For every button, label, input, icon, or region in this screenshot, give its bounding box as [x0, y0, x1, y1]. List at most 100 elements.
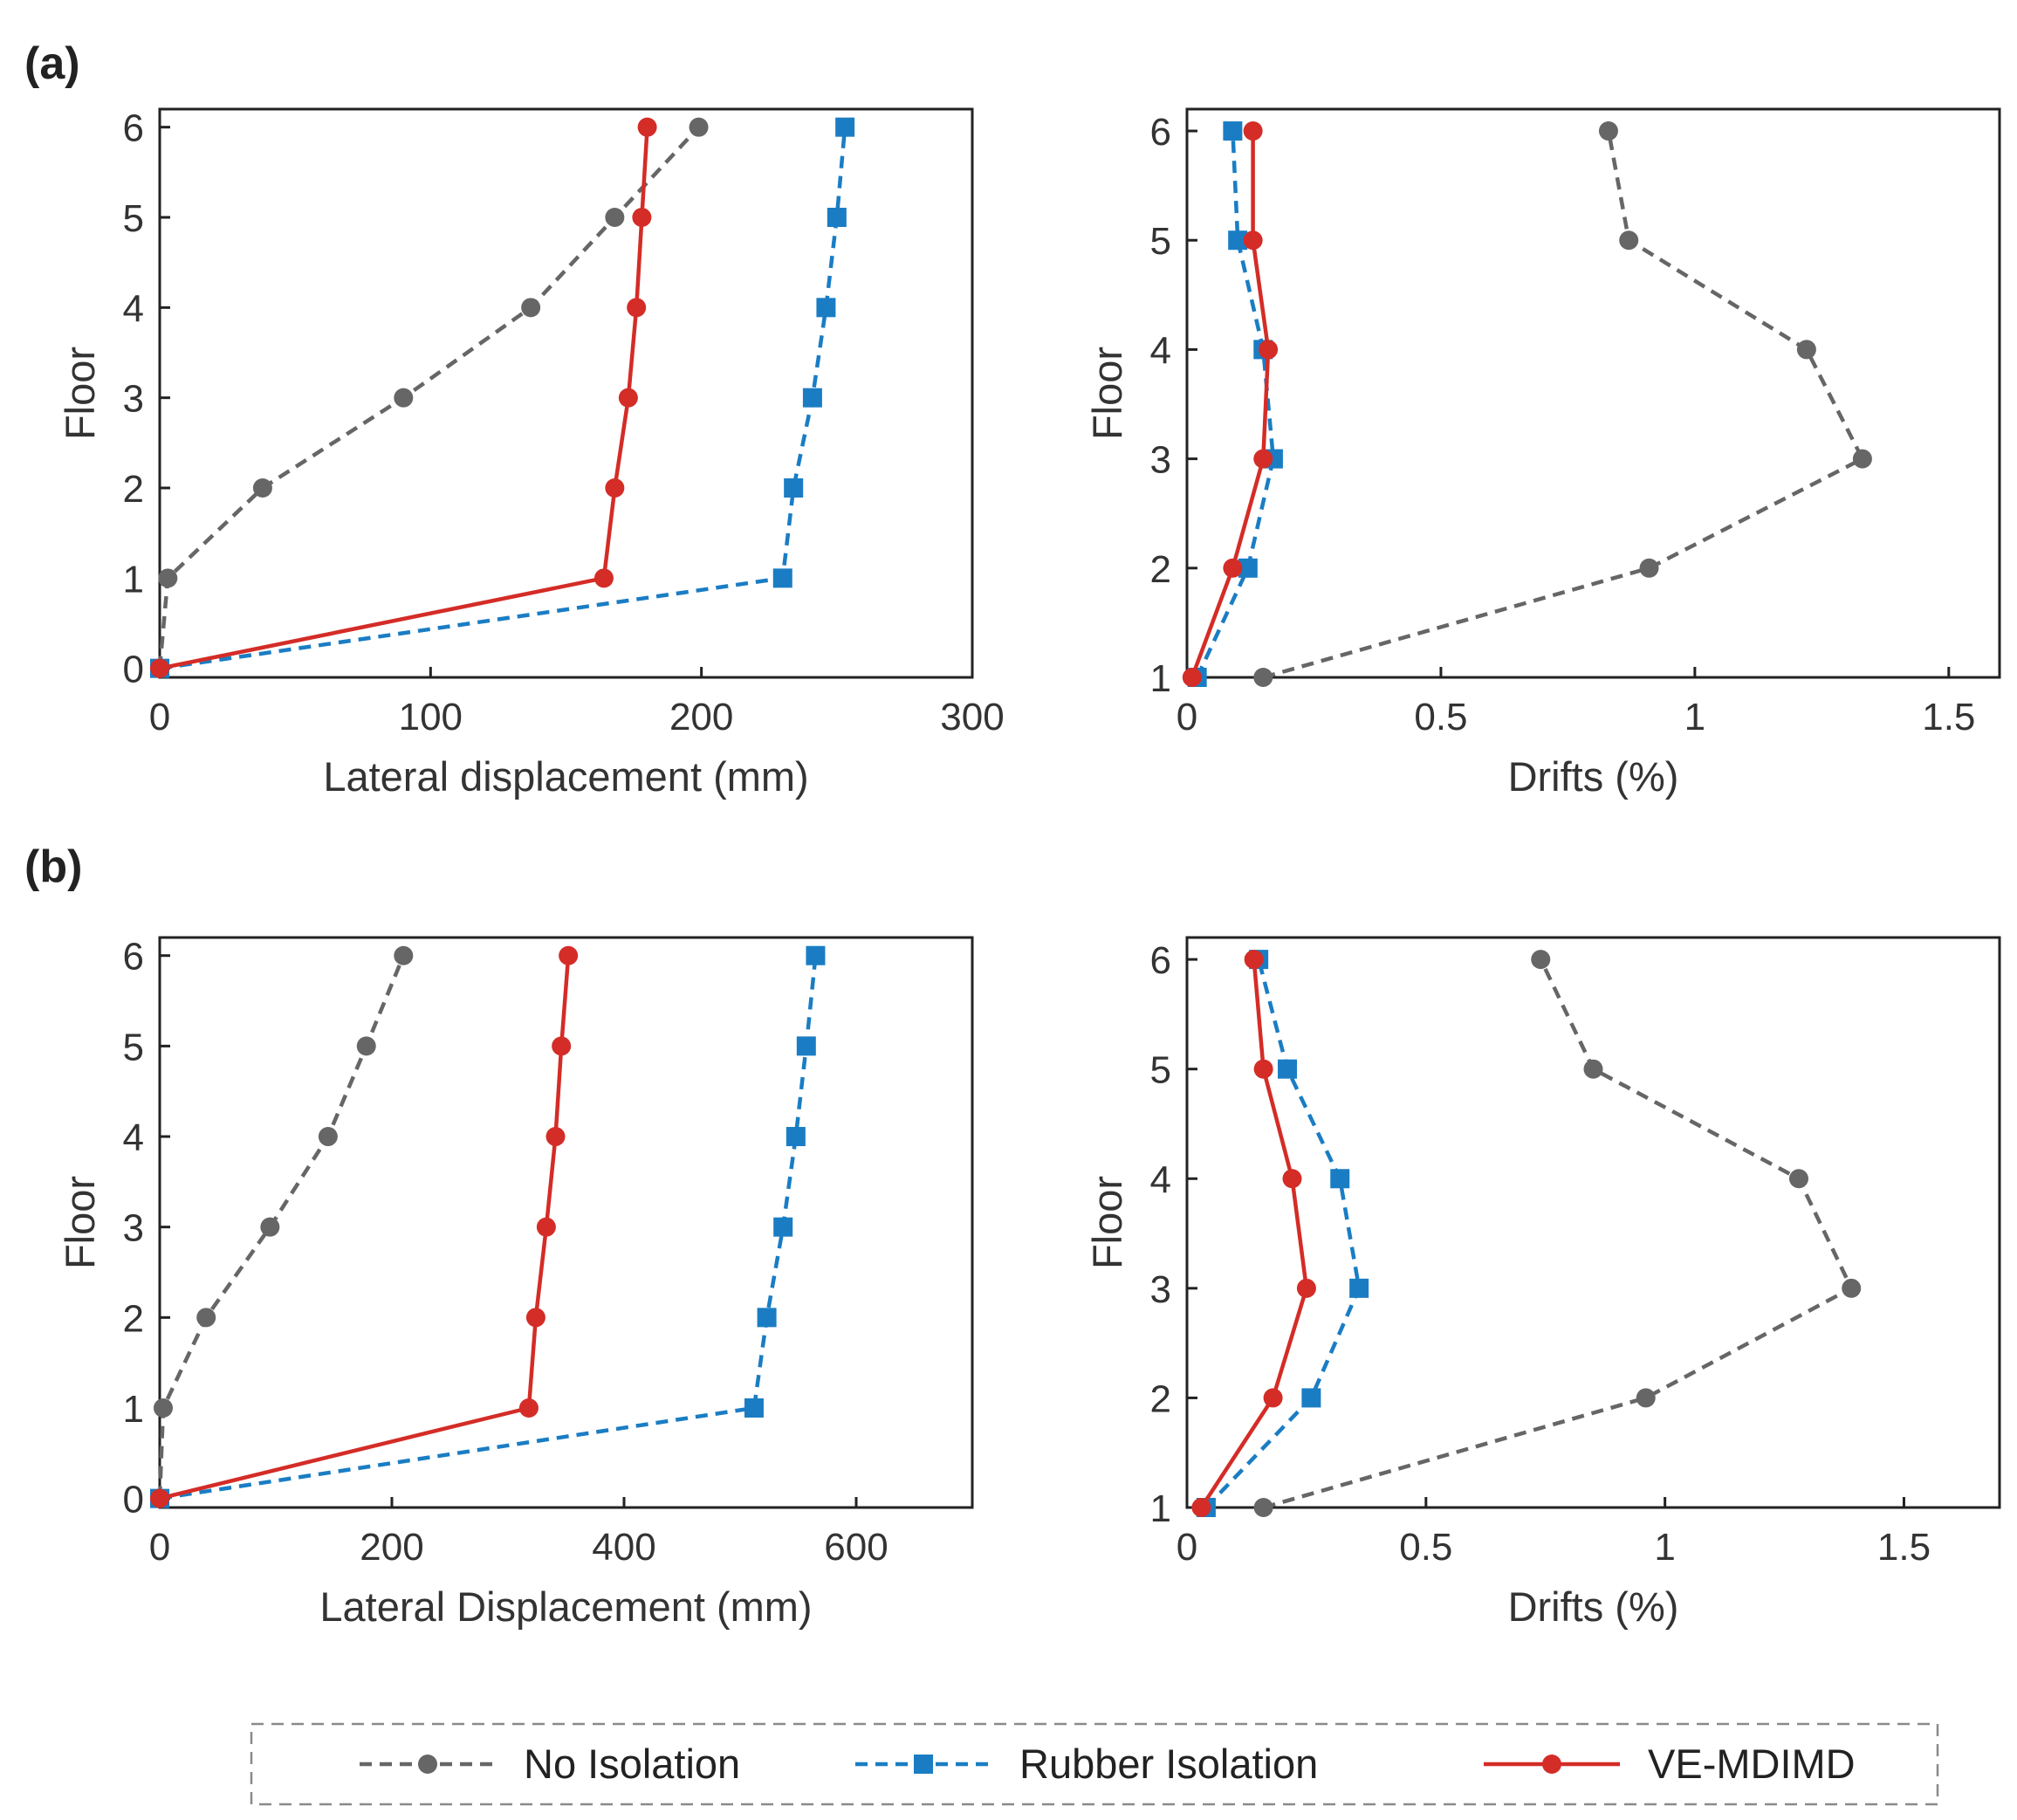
series-no-isolation-marker — [394, 945, 414, 965]
series-ve-mdimd-marker — [627, 298, 647, 318]
series-rubber-isolation-marker — [835, 117, 855, 137]
y-axis-label: Floor — [57, 1176, 103, 1269]
y-tick-label: 4 — [1150, 1158, 1171, 1201]
series-ve-mdimd-marker — [150, 658, 169, 678]
series-ve-mdimd-marker — [552, 1036, 572, 1056]
series-no-isolation — [1253, 950, 1862, 1517]
series-rubber-isolation-marker — [1223, 121, 1243, 141]
legend: No Isolation Rubber Isolation VE-MDIMD — [250, 1722, 1939, 1806]
series-ve-mdimd-marker — [1253, 449, 1273, 469]
x-axis-label: Drifts (%) — [1508, 1583, 1679, 1630]
legend-frame — [250, 1722, 1939, 1806]
series-ve-mdimd-marker — [1282, 1169, 1302, 1189]
series-rubber-isolation — [150, 945, 826, 1508]
series-ve-mdimd-marker — [150, 1488, 169, 1508]
plot-frame — [158, 936, 974, 1509]
legend-rubber-isolation-marker — [914, 1755, 933, 1774]
series-ve-mdimd-line — [1199, 958, 1309, 1509]
series-no-isolation-marker — [394, 388, 414, 408]
series-no-isolation-marker — [521, 298, 541, 318]
series-no-isolation-marker — [1253, 1498, 1273, 1517]
y-tick-label: 6 — [123, 107, 144, 150]
legend-no-isolation: No Isolation — [360, 1741, 740, 1787]
x-tick-label: 1.5 — [1877, 1526, 1931, 1569]
series-no-isolation-marker — [1253, 668, 1273, 687]
y-axis-label: Floor — [57, 347, 103, 440]
series-rubber-isolation-line — [159, 127, 847, 670]
y-tick-label: 6 — [1150, 939, 1171, 982]
series-no-isolation-marker — [158, 568, 178, 588]
x-tick-label: 1 — [1684, 696, 1705, 738]
series-rubber-isolation-marker — [1301, 1388, 1321, 1408]
series-no-isolation-marker — [1796, 340, 1816, 360]
x-axis-label: Lateral displacement (mm) — [323, 753, 808, 800]
series-ve-mdimd-marker — [559, 945, 579, 965]
series-ve-mdimd-marker — [1259, 340, 1279, 360]
series-ve-mdimd-marker — [1296, 1278, 1316, 1298]
y-tick-label: 5 — [1150, 1049, 1171, 1092]
series-ve-mdimd-marker — [518, 1398, 539, 1418]
legend-no-isolation-label: No Isolation — [524, 1741, 740, 1787]
x-tick-label: 400 — [592, 1526, 655, 1569]
series-no-isolation-marker — [356, 1036, 376, 1056]
y-tick-label: 2 — [1150, 548, 1171, 591]
x-tick-label: 100 — [399, 696, 463, 738]
series-rubber-isolation-marker — [802, 388, 822, 408]
series-rubber-isolation-marker — [786, 1127, 806, 1147]
panel-label-b: (b) — [24, 841, 82, 892]
x-tick-label: 600 — [824, 1526, 888, 1569]
series-rubber-isolation-marker — [744, 1398, 764, 1418]
y-tick-label: 1 — [1150, 1487, 1171, 1530]
series-no-isolation-marker — [318, 1127, 338, 1147]
y-tick-label: 1 — [123, 558, 144, 601]
x-axis-label: Lateral Displacement (mm) — [319, 1583, 812, 1630]
series-no-isolation-marker — [605, 208, 625, 227]
series-no-isolation-marker — [153, 1398, 173, 1418]
series-rubber-isolation-marker — [806, 945, 826, 965]
y-tick-label: 5 — [123, 1026, 144, 1068]
series-rubber-isolation-marker — [796, 1036, 816, 1056]
x-tick-label: 0.5 — [1399, 1526, 1452, 1569]
series-rubber-isolation-marker — [1238, 558, 1258, 578]
series-rubber-isolation-marker — [772, 568, 792, 588]
legend-items: No Isolation Rubber Isolation VE-MDIMD — [360, 1741, 1856, 1787]
series-no-isolation-marker — [1619, 230, 1639, 251]
x-tick-label: 0 — [1177, 696, 1197, 738]
y-tick-label: 0 — [123, 649, 144, 691]
series-rubber-isolation-line — [1204, 958, 1362, 1509]
series-no-isolation — [150, 945, 414, 1508]
series-no-isolation-marker — [1598, 121, 1618, 141]
y-axis-label: Floor — [1084, 1176, 1130, 1269]
series-no-isolation-marker — [252, 478, 272, 498]
series-ve-mdimd-marker — [632, 208, 652, 227]
y-tick-label: 6 — [1150, 111, 1171, 154]
x-tick-label: 1 — [1654, 1526, 1675, 1569]
series-rubber-isolation-marker — [784, 478, 804, 498]
series-ve-mdimd — [1191, 950, 1316, 1517]
legend-ve-mdimd-marker — [1542, 1755, 1561, 1774]
x-axis-label: Drifts (%) — [1508, 753, 1679, 800]
legend-rubber-isolation-label: Rubber Isolation — [1019, 1741, 1318, 1787]
y-tick-label: 6 — [123, 936, 144, 979]
plot-frame — [158, 107, 974, 679]
series-ve-mdimd-marker — [1191, 1498, 1211, 1517]
y-tick-label: 1 — [123, 1388, 144, 1431]
series-no-isolation-marker — [196, 1308, 216, 1328]
legend-rubber-isolation: Rubber Isolation — [855, 1741, 1318, 1787]
series-no-isolation-marker — [1531, 950, 1551, 970]
series-no-isolation-marker — [1583, 1059, 1603, 1079]
x-tick-label: 0.5 — [1414, 696, 1467, 738]
series-ve-mdimd-marker — [525, 1308, 545, 1328]
series-ve-mdimd-marker — [1244, 950, 1264, 970]
series-no-isolation-marker — [689, 117, 709, 137]
series-no-isolation-marker — [1852, 449, 1872, 469]
y-tick-label: 4 — [123, 287, 144, 330]
chart-a-displacement: 0 100 200 300 0 1 2 3 4 5 6 Lateral displacement (m… — [57, 107, 1005, 800]
x-tick-label: 0 — [149, 696, 170, 738]
series-no-isolation-marker — [1842, 1278, 1862, 1298]
series-no-isolation — [1253, 121, 1872, 687]
series-ve-mdimd-marker — [618, 388, 638, 408]
series-rubber-isolation-marker — [757, 1308, 777, 1328]
series-ve-mdimd — [150, 945, 579, 1508]
